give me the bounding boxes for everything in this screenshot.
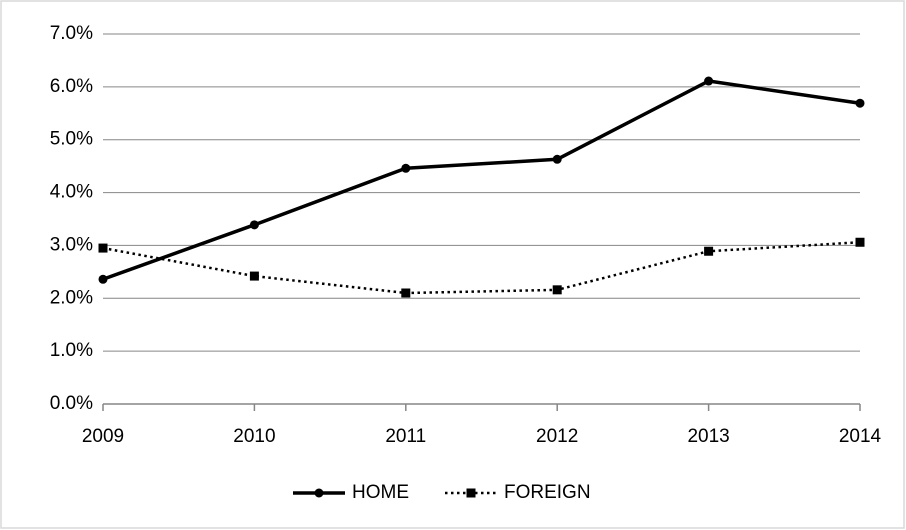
point	[704, 246, 714, 256]
y-tick-label: 1.0%	[50, 340, 93, 361]
point	[704, 76, 714, 86]
x-tick-label: 2012	[536, 426, 578, 447]
y-tick-label: 4.0%	[50, 182, 93, 203]
legend-label: FOREIGN	[504, 482, 591, 503]
y-tick-label: 2.0%	[50, 287, 93, 308]
series-line	[102, 241, 861, 295]
legend-marker	[314, 488, 324, 498]
point	[552, 154, 562, 164]
y-tick-label: 6.0%	[50, 76, 93, 97]
point	[855, 98, 865, 108]
x-tick-label: 2013	[687, 426, 729, 447]
series-line	[102, 79, 861, 281]
point	[855, 237, 865, 247]
point	[401, 163, 411, 173]
legend-label: HOME	[352, 482, 409, 503]
legend-marker	[466, 488, 476, 498]
x-tick-label: 2010	[233, 426, 275, 447]
point	[98, 243, 108, 253]
y-tick-label: 0.0%	[50, 393, 93, 414]
x-tick-label: 2011	[385, 426, 426, 447]
point	[249, 271, 259, 281]
point	[401, 288, 411, 298]
y-tick-label: 7.0%	[50, 23, 93, 44]
point	[552, 285, 562, 295]
x-tick-label: 2009	[82, 426, 124, 447]
point	[98, 274, 108, 284]
y-tick-label: 5.0%	[50, 129, 93, 150]
point	[249, 220, 259, 230]
x-tick-label: 2014	[839, 426, 882, 447]
y-tick-label: 3.0%	[50, 234, 93, 255]
